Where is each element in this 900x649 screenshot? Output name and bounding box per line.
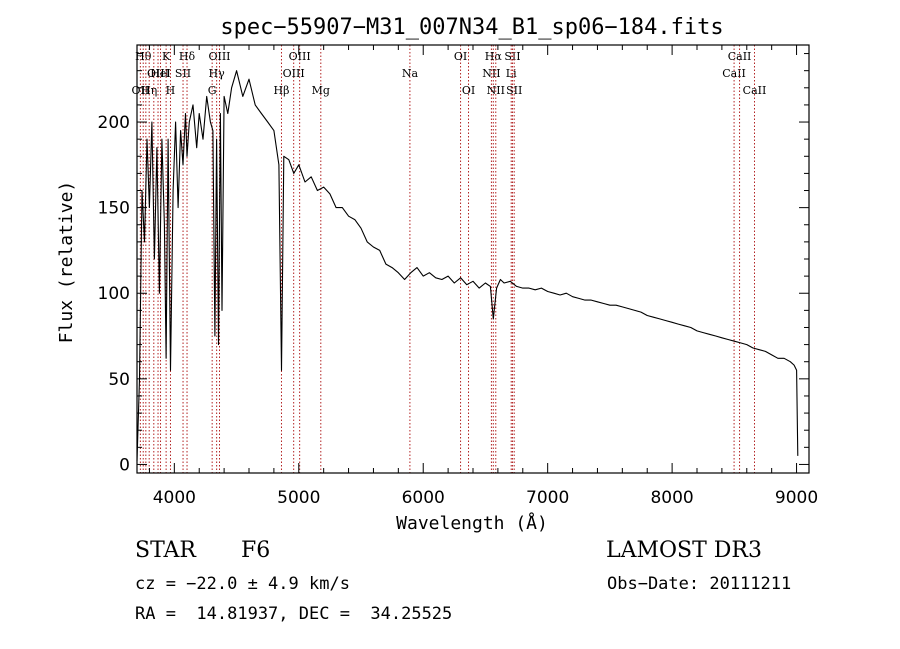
- line-marker-label: Li: [506, 67, 517, 80]
- y-tick-label: 0: [119, 455, 130, 475]
- x-tick-label: 9000: [775, 488, 818, 508]
- y-tick-label: 200: [98, 113, 130, 133]
- line-marker-label: OIII: [147, 67, 169, 80]
- x-axis-label: Wavelength (Å): [396, 512, 548, 534]
- line-marker-label: Mg: [312, 84, 330, 97]
- spectrum-line: [136, 70, 799, 462]
- line-marker-label: OIII: [283, 67, 305, 80]
- line-marker-label: NII: [482, 67, 500, 80]
- x-tick-label: 6000: [402, 488, 445, 508]
- plot-frame: [136, 44, 810, 474]
- emission-line-markers: OIIHθHηOIIIHeIKHSIIHδGHγOIIIHβOIIIOIIIMg…: [132, 45, 767, 473]
- x-tick-label: 7000: [526, 488, 569, 508]
- line-marker-label: Hα: [485, 50, 503, 63]
- chart-title: spec−55907−M31_007N34_B1_sp06−184.fits: [220, 15, 723, 40]
- y-axis-label: Flux (relative): [56, 181, 77, 344]
- y-tick-label: 100: [98, 284, 130, 304]
- line-marker-label: OIII: [289, 50, 311, 63]
- line-marker-label: SII: [175, 67, 191, 80]
- spectral-subclass: F6: [241, 538, 271, 563]
- line-marker-label: OIII: [208, 50, 230, 63]
- x-tick-label: 4000: [153, 488, 196, 508]
- line-marker-label: CaII: [743, 84, 767, 97]
- survey-name: LAMOST DR3: [606, 538, 762, 563]
- line-marker-label: Hη: [141, 84, 157, 97]
- line-marker-label: K: [162, 50, 171, 63]
- line-marker-label: SII: [504, 50, 520, 63]
- object-class: STAR: [135, 538, 196, 563]
- line-marker-label: Hδ: [179, 50, 196, 63]
- line-marker-label: HeI: [150, 67, 170, 80]
- y-tick-label: 50: [108, 370, 130, 390]
- line-marker-label: Na: [402, 67, 419, 80]
- redshift-velocity: cz = −22.0 ± 4.9 km/s: [135, 574, 350, 594]
- observation-date: Obs−Date: 20111211: [607, 574, 792, 594]
- line-marker-label: CaII: [728, 50, 752, 63]
- line-marker-label: H: [166, 84, 176, 97]
- line-marker-label: G: [208, 84, 217, 97]
- line-marker-label: Hγ: [209, 67, 226, 80]
- line-marker-label: OI: [454, 50, 467, 63]
- line-marker-label: CaII: [722, 67, 746, 80]
- line-marker-label: Hβ: [274, 84, 290, 97]
- x-tick-label: 8000: [650, 488, 693, 508]
- sky-coordinates: RA = 14.81937, DEC = 34.25525: [135, 604, 453, 624]
- x-axis: 4000 5000 6000 7000 8000 9000: [148, 45, 818, 508]
- y-axis: 0 50 100 150 200: [98, 53, 809, 475]
- line-marker-label: OII: [132, 84, 150, 97]
- y-tick-label: 150: [98, 199, 130, 219]
- line-marker-label: OI: [462, 84, 475, 97]
- line-marker-label: NII: [487, 84, 505, 97]
- line-marker-label: SII: [506, 84, 522, 97]
- x-tick-label: 5000: [277, 488, 320, 508]
